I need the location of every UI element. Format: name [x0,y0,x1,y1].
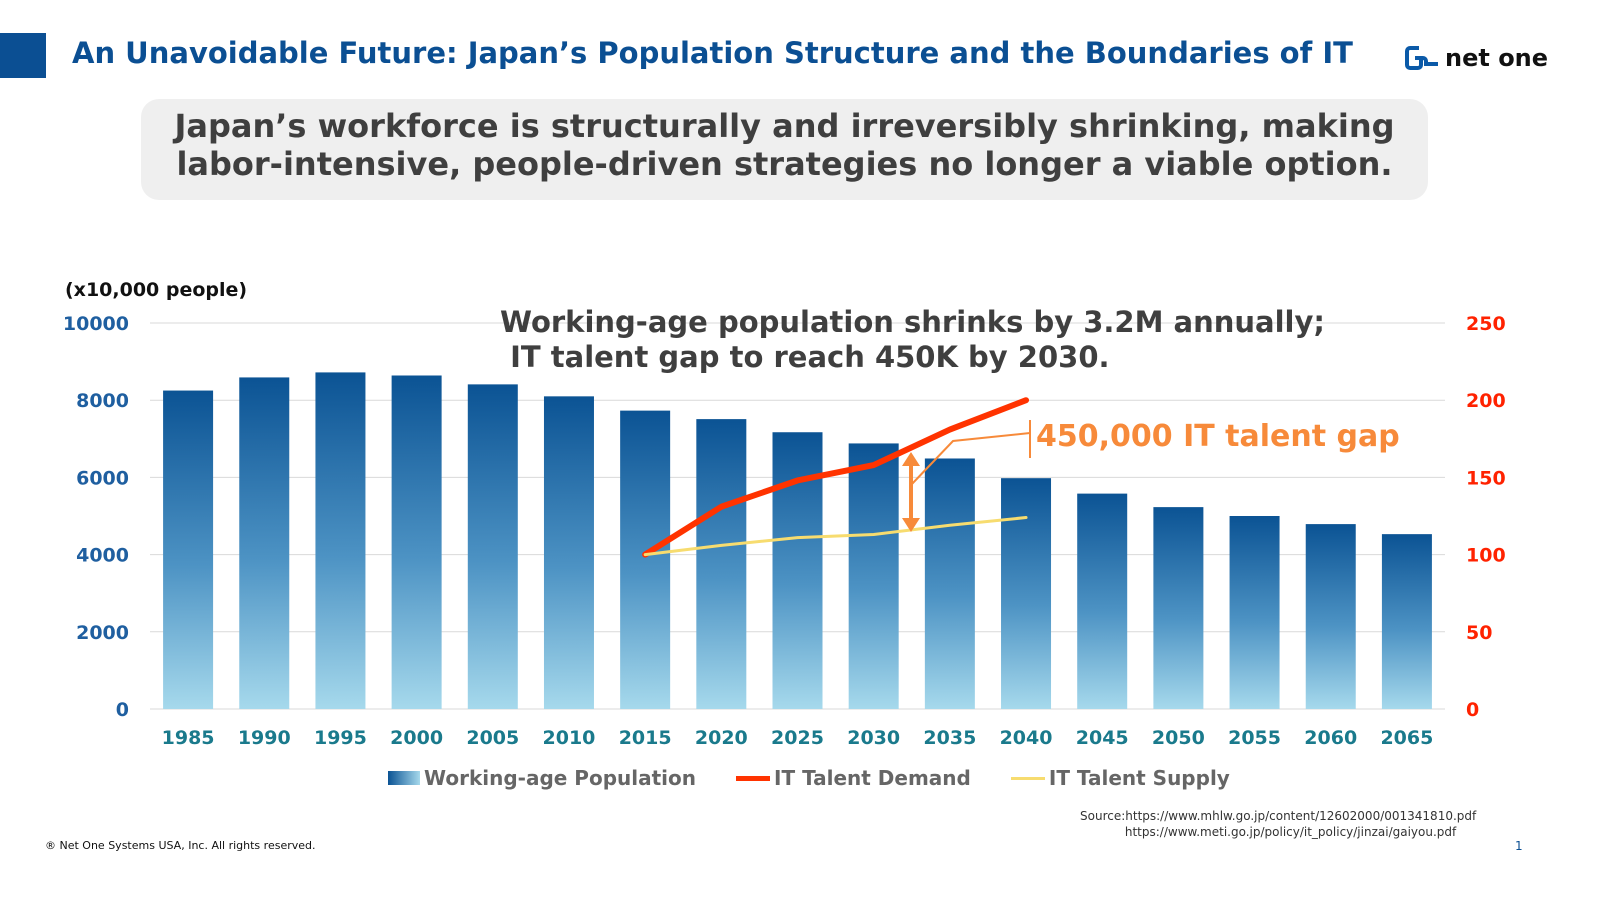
x-axis-tick-label: 2055 [1228,727,1281,749]
legend-item-population: Working-age Population [388,766,696,790]
key-message-banner: Japan’s workforce is structurally and ir… [141,99,1428,200]
page-number: 1 [1515,839,1523,853]
left-axis-tick-label: 6000 [76,467,129,489]
x-axis-tick-label: 2050 [1152,727,1205,749]
bar-2005 [467,384,518,709]
right-axis-tick-label: 250 [1466,313,1506,335]
right-axis-tick-label: 100 [1466,545,1506,567]
x-axis-tick-label: 2065 [1380,727,1433,749]
bar-2030 [848,443,899,709]
banner-line-2: labor-intensive, people-driven strategie… [176,145,1393,183]
x-axis-tick-label: 1990 [238,727,291,749]
bar-2020 [696,419,747,709]
x-axis-tick-label: 2015 [619,727,672,749]
x-axis-tick-label: 1985 [162,727,215,749]
legend-swatch-line [1010,776,1045,780]
x-axis-tick-label: 2025 [771,727,824,749]
left-axis-tick-label: 0 [116,699,129,721]
left-axis-tick-label: 4000 [76,545,129,567]
right-axis-tick-label: 150 [1466,467,1506,489]
bar-1995 [315,372,366,709]
x-axis-tick-label: 2020 [695,727,748,749]
left-axis-tick-label: 2000 [76,622,129,644]
bar-2065 [1381,534,1432,709]
gap-arrow-head-up [902,452,920,466]
x-axis-tick-label: 2060 [1304,727,1357,749]
x-axis-tick-label: 1995 [314,727,367,749]
bar-2045 [1077,493,1128,709]
net-one-logo: net one [1405,44,1548,72]
axis-unit-label: (x10,000 people) [65,279,248,301]
gap-label: 450,000 IT talent gap [1036,419,1400,454]
gap-annotation [902,420,1031,532]
bar-2050 [1153,507,1204,709]
right-axis-tick-label: 200 [1466,390,1506,412]
x-axis-tick-label: 2030 [847,727,900,749]
chart-legend: Working-age Population IT Talent Demand … [388,766,1230,790]
legend-label: IT Talent Demand [774,766,971,790]
right-axis-tick-label: 50 [1466,622,1492,644]
page-title: An Unavoidable Future: Japan’s Populatio… [72,36,1353,70]
x-axis-tick-label: 2005 [466,727,519,749]
copyright: ® Net One Systems USA, Inc. All rights r… [45,839,316,852]
gap-callout-line [910,432,1031,486]
legend-label: Working-age Population [424,766,697,790]
legend-swatch-line [736,775,771,781]
bar-2055 [1229,516,1280,709]
x-axis-tick-label: 2035 [923,727,976,749]
right-axis-tick-label: 0 [1466,699,1479,721]
x-axis-tick-label: 2040 [1000,727,1053,749]
bar-2025 [772,432,823,709]
left-axis-tick-label: 8000 [76,390,129,412]
bar-2000 [391,375,442,709]
chart-annotation: Working-age population shrinks by 3.2M a… [500,305,1325,374]
legend-item-supply: IT Talent Supply [1010,766,1230,790]
bar-2040 [1001,478,1052,709]
net-one-logo-icon [1405,46,1438,70]
bar-1990 [239,377,290,709]
legend-item-demand: IT Talent Demand [736,766,971,790]
source-link-1[interactable]: Source:https://www.mhlw.go.jp/content/12… [1080,809,1477,823]
bar-2060 [1305,524,1356,709]
logo-text: net one [1445,44,1549,72]
bar-1985 [163,390,214,709]
legend-swatch-bar [388,771,420,785]
source-citation: Source:https://www.mhlw.go.jp/content/12… [1080,808,1476,840]
line-it-talent-demand [642,397,1030,558]
title-accent-square [0,33,46,78]
bar-2010 [543,396,594,709]
bar-2035 [924,458,975,709]
banner-line-1: Japan’s workforce is structurally and ir… [174,107,1395,145]
gap-arrow-head-down [902,518,920,532]
source-link-2[interactable]: https://www.meti.go.jp/policy/it_policy/… [1124,825,1457,839]
bar-2015 [620,410,671,709]
line-it-talent-supply [643,516,1028,557]
legend-label: IT Talent Supply [1048,766,1230,790]
x-axis-tick-label: 2045 [1076,727,1129,749]
x-axis-tick-label: 2010 [543,727,596,749]
left-axis-tick-label: 10000 [63,313,129,335]
x-axis-tick-label: 2000 [390,727,443,749]
